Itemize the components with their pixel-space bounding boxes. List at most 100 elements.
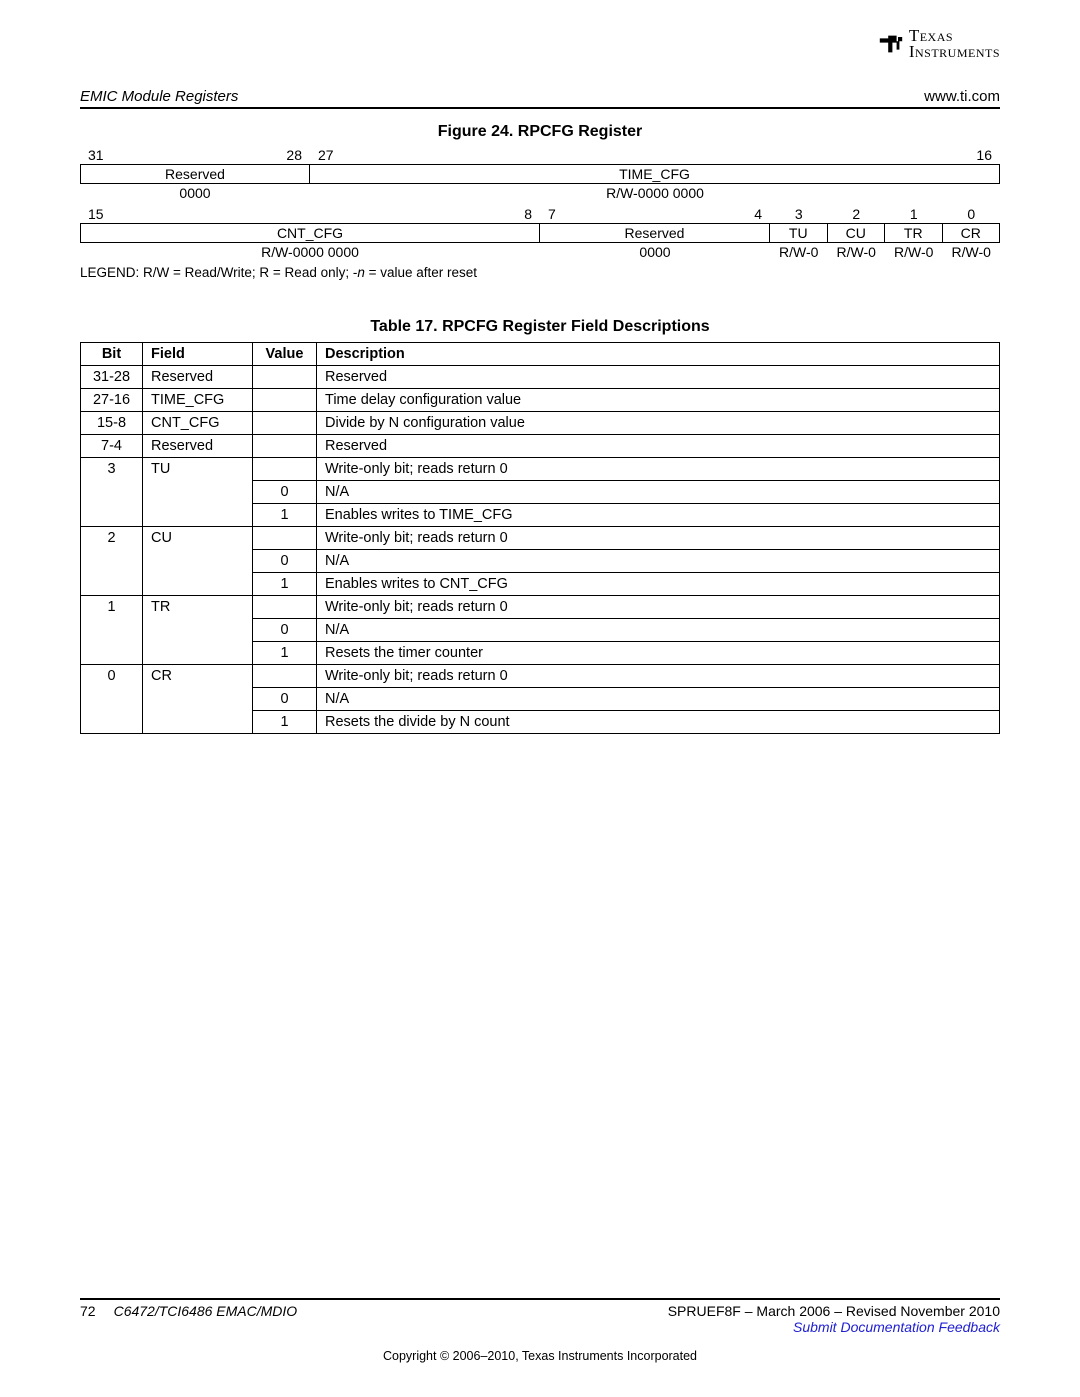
- page-header: EMIC Module Registers www.ti.com: [80, 88, 1000, 109]
- register-diagram-row2: 15 8 7 4 3 2 1 0 CNT_CFG Reserved TU CU …: [80, 206, 1000, 261]
- cell-description: Reserved: [317, 366, 1000, 389]
- cell-value: 1: [253, 573, 317, 596]
- field-time-cfg: TIME_CFG: [310, 164, 1000, 184]
- cell-description: Resets the timer counter: [317, 642, 1000, 665]
- th-bit: Bit: [81, 343, 143, 366]
- cell-value: [253, 596, 317, 619]
- reset-value: 0000: [80, 184, 310, 202]
- table-row: 27-16TIME_CFG Time delay configuration va…: [81, 389, 1000, 412]
- copyright: Copyright © 2006–2010, Texas Instruments…: [80, 1349, 1000, 1363]
- reset-value: R/W-0000 0000: [80, 243, 540, 261]
- table-row: 1TRWrite-only bit; reads return 0: [81, 596, 1000, 619]
- cell-value: [253, 435, 317, 458]
- figure-legend: LEGEND: R/W = Read/Write; R = Read only;…: [80, 265, 1000, 280]
- cell-description: N/A: [317, 481, 1000, 504]
- cell-value: [253, 389, 317, 412]
- cell-value: 1: [253, 711, 317, 734]
- bit-label: 8: [483, 206, 541, 223]
- cell-bit: 3: [81, 458, 143, 527]
- cell-description: Enables writes to CNT_CFG: [317, 573, 1000, 596]
- cell-description: Reserved: [317, 435, 1000, 458]
- cell-value: 1: [253, 504, 317, 527]
- bit-label: 1: [885, 206, 943, 223]
- cell-bit: 27-16: [81, 389, 143, 412]
- table-row: 7-4ReservedReserved: [81, 435, 1000, 458]
- cell-field: CNT_CFG: [143, 412, 253, 435]
- cell-description: Write-only bit; reads return 0: [317, 596, 1000, 619]
- bit-label: 15: [80, 206, 138, 223]
- cell-description: N/A: [317, 550, 1000, 573]
- cell-description: Divide by N configuration value: [317, 412, 1000, 435]
- reset-value: R/W-0: [770, 243, 828, 261]
- doc-title: C6472/TCI6486 EMAC/MDIO: [114, 1303, 298, 1319]
- th-desc: Description: [317, 343, 1000, 366]
- bit-label: 3: [770, 206, 828, 223]
- field-reserved: Reserved: [80, 164, 310, 184]
- table-row: 15-8CNT_CFG Divide by N configuration val…: [81, 412, 1000, 435]
- feedback-link[interactable]: Submit Documentation Feedback: [668, 1319, 1000, 1335]
- cell-field: TIME_CFG: [143, 389, 253, 412]
- cell-description: Write-only bit; reads return 0: [317, 527, 1000, 550]
- cell-description: Write-only bit; reads return 0: [317, 458, 1000, 481]
- cell-value: 0: [253, 688, 317, 711]
- cell-value: 1: [253, 642, 317, 665]
- cell-field: CU: [143, 527, 253, 596]
- bit-label: 0: [943, 206, 1001, 223]
- cell-field: Reserved: [143, 435, 253, 458]
- cell-value: [253, 366, 317, 389]
- cell-value: [253, 412, 317, 435]
- bit-label: 2: [828, 206, 886, 223]
- bit-label: 31: [80, 147, 138, 164]
- cell-description: N/A: [317, 619, 1000, 642]
- field-cnt-cfg: CNT_CFG: [80, 223, 540, 243]
- table-title: Table 17. RPCFG Register Field Descripti…: [80, 318, 1000, 336]
- cell-bit: 2: [81, 527, 143, 596]
- th-value: Value: [253, 343, 317, 366]
- ti-logo: Texas Instruments: [877, 28, 1000, 60]
- bit-label: 7: [540, 206, 598, 223]
- table-row: 3TUWrite-only bit; reads return 0: [81, 458, 1000, 481]
- field-tr: TR: [885, 223, 943, 243]
- cell-field: TU: [143, 458, 253, 527]
- bit-label: 16: [943, 147, 1001, 164]
- field-description-table: Bit Field Value Description 31-28Reserve…: [80, 342, 1000, 734]
- cell-description: Time delay configuration value: [317, 389, 1000, 412]
- field-reserved: Reserved: [540, 223, 770, 243]
- table-row: 2CUWrite-only bit; reads return 0: [81, 527, 1000, 550]
- header-section: EMIC Module Registers: [80, 88, 238, 105]
- ti-logo-icon: [877, 30, 905, 58]
- cell-field: Reserved: [143, 366, 253, 389]
- cell-bit: 31-28: [81, 366, 143, 389]
- cell-value: [253, 458, 317, 481]
- page-number: 72: [80, 1303, 96, 1319]
- cell-description: Resets the divide by N count: [317, 711, 1000, 734]
- cell-value: [253, 527, 317, 550]
- cell-value: 0: [253, 619, 317, 642]
- field-tu: TU: [770, 223, 828, 243]
- cell-field: TR: [143, 596, 253, 665]
- bit-label: 4: [713, 206, 771, 223]
- page-footer: 72 C6472/TCI6486 EMAC/MDIO SPRUEF8F – Ma…: [80, 1298, 1000, 1363]
- doc-revision: SPRUEF8F – March 2006 – Revised November…: [668, 1303, 1000, 1319]
- header-url: www.ti.com: [924, 88, 1000, 105]
- reset-value: R/W-0: [885, 243, 943, 261]
- bit-label: 27: [310, 147, 368, 164]
- cell-value: [253, 665, 317, 688]
- field-cr: CR: [943, 223, 1001, 243]
- cell-bit: 15-8: [81, 412, 143, 435]
- field-cu: CU: [828, 223, 886, 243]
- cell-value: 0: [253, 481, 317, 504]
- reset-value: R/W-0: [943, 243, 1001, 261]
- cell-bit: 0: [81, 665, 143, 734]
- reset-value: R/W-0000 0000: [310, 184, 1000, 202]
- cell-field: CR: [143, 665, 253, 734]
- reset-value: 0000: [540, 243, 770, 261]
- cell-description: Enables writes to TIME_CFG: [317, 504, 1000, 527]
- cell-description: N/A: [317, 688, 1000, 711]
- cell-value: 0: [253, 550, 317, 573]
- cell-bit: 1: [81, 596, 143, 665]
- figure-title: Figure 24. RPCFG Register: [80, 123, 1000, 141]
- th-field: Field: [143, 343, 253, 366]
- reset-value: R/W-0: [828, 243, 886, 261]
- cell-bit: 7-4: [81, 435, 143, 458]
